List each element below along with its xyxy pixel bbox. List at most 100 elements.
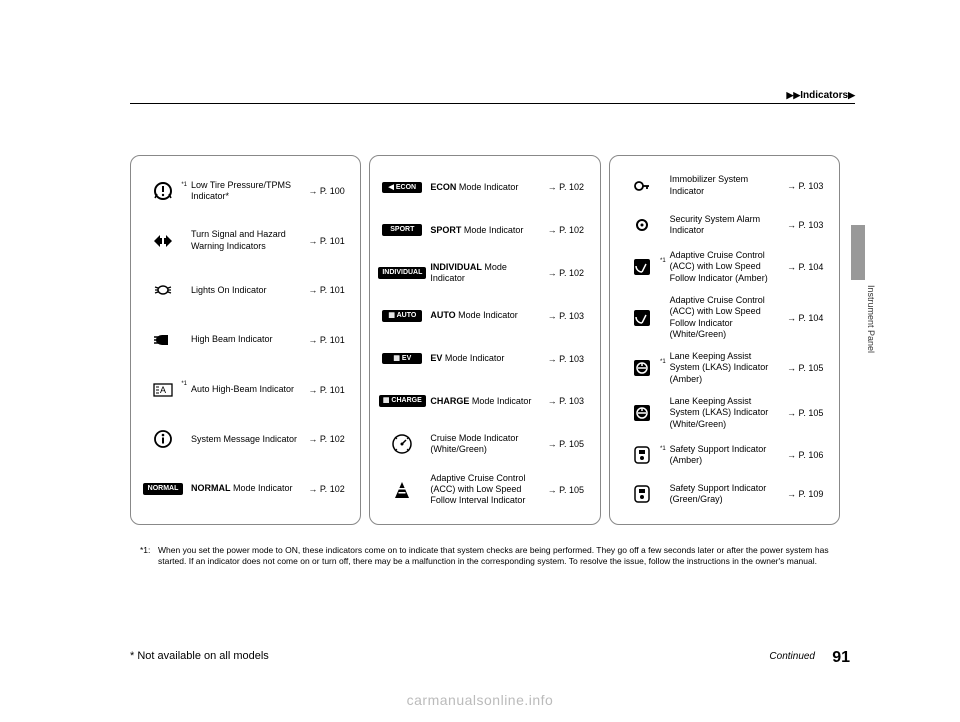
- interval-icon: [378, 479, 426, 501]
- indicator-row: NORMAL NORMAL Mode IndicatorP. 102: [139, 475, 352, 503]
- mode-badge: INDIVIDUAL: [378, 267, 426, 279]
- page-ref: P. 106: [787, 450, 831, 460]
- mode-badge: SPORT: [382, 224, 422, 236]
- indicator-row: High Beam IndicatorP. 101: [139, 326, 352, 354]
- indicator-label: Security System Alarm Indicator: [666, 214, 787, 237]
- acc-gauge-icon: [618, 307, 666, 329]
- page-ref: P. 102: [308, 434, 352, 444]
- page-ref: P. 104: [787, 262, 831, 272]
- auto-high-beam-icon: *1: [139, 379, 187, 401]
- page-ref: P. 101: [308, 236, 352, 246]
- mode-badge: ▦ CHARGE: [379, 395, 426, 407]
- indicator-label: ECON Mode Indicator: [426, 182, 547, 193]
- indicator-row: *1Adaptive Cruise Control (ACC) with Low…: [618, 250, 831, 284]
- indicator-row: Safety Support Indicator (Green/Gray)P. …: [618, 480, 831, 508]
- safety-support-icon: [618, 483, 666, 505]
- page-ref: P. 105: [548, 485, 592, 495]
- indicator-label: Lane Keeping Assist System (LKAS) Indica…: [666, 351, 787, 385]
- indicator-row: ▦ EV EV Mode IndicatorP. 103: [378, 345, 591, 373]
- indicator-row: Security System Alarm IndicatorP. 103: [618, 211, 831, 239]
- footnote-text: When you set the power mode to ON, these…: [158, 545, 840, 567]
- badge-icon: ▦ EV: [378, 353, 426, 365]
- indicator-row: Adaptive Cruise Control (ACC) with Low S…: [378, 473, 591, 507]
- page-ref: P. 103: [548, 396, 592, 406]
- page-number: 91: [832, 649, 850, 667]
- chevron-icon: ▶▶: [786, 90, 800, 100]
- indicator-label: Adaptive Cruise Control (ACC) with Low S…: [666, 295, 787, 340]
- indicator-row: ◀ ECONECON Mode IndicatorP. 102: [378, 173, 591, 201]
- indicator-label: High Beam Indicator: [187, 334, 308, 345]
- breadcrumb: Indicators: [800, 90, 848, 101]
- page-ref: P. 103: [548, 311, 592, 321]
- page-ref: P. 105: [548, 439, 592, 449]
- page-ref: P. 102: [308, 484, 352, 494]
- lkas-icon: *1: [618, 357, 666, 379]
- indicator-label: EV Mode Indicator: [426, 353, 547, 364]
- badge-icon: ▦ CHARGE: [378, 395, 426, 407]
- mode-badge: ▦ AUTO: [382, 310, 422, 322]
- security-icon: [618, 214, 666, 236]
- badge-icon: SPORT: [378, 224, 426, 236]
- page-ref: P. 102: [548, 225, 592, 235]
- footnote-sup: *1: [181, 182, 187, 188]
- immobilizer-icon: [618, 175, 666, 197]
- mode-badge: NORMAL: [143, 483, 183, 495]
- indicator-column: *1Low Tire Pressure/TPMS Indicator*P. 10…: [130, 155, 361, 525]
- badge-icon: NORMAL: [139, 483, 187, 495]
- indicator-row: Immobilizer System IndicatorP. 103: [618, 172, 831, 200]
- indicator-panels: *1Low Tire Pressure/TPMS Indicator*P. 10…: [130, 155, 840, 525]
- info-icon: [139, 428, 187, 450]
- indicator-label: Adaptive Cruise Control (ACC) with Low S…: [426, 473, 547, 507]
- page-ref: P. 101: [308, 285, 352, 295]
- indicator-label: AUTO Mode Indicator: [426, 310, 547, 321]
- footnote: *1: When you set the power mode to ON, t…: [140, 545, 840, 567]
- indicator-label: Immobilizer System Indicator: [666, 174, 787, 197]
- indicator-row: *1Auto High-Beam IndicatorP. 101: [139, 376, 352, 404]
- indicator-label: NORMAL Mode Indicator: [187, 483, 308, 494]
- indicator-row: Turn Signal and Hazard Warning Indicator…: [139, 227, 352, 255]
- indicator-label: Lights On Indicator: [187, 285, 308, 296]
- page-ref: P. 105: [787, 363, 831, 373]
- footnote-sup: *1: [660, 359, 666, 365]
- acc-gauge-icon: *1: [618, 256, 666, 278]
- badge-icon: INDIVIDUAL: [378, 267, 426, 279]
- indicator-row: ▦ AUTO AUTO Mode IndicatorP. 103: [378, 302, 591, 330]
- indicator-label: Auto High-Beam Indicator: [187, 384, 308, 395]
- indicator-row: Lights On IndicatorP. 101: [139, 276, 352, 304]
- mode-badge: ▦ EV: [382, 353, 422, 365]
- indicator-label: Low Tire Pressure/TPMS Indicator*: [187, 180, 308, 203]
- indicator-row: ▦ CHARGECHARGE Mode IndicatorP. 103: [378, 387, 591, 415]
- footnote-sup: *1: [660, 258, 666, 264]
- page-ref: P. 109: [787, 489, 831, 499]
- page-ref: P. 103: [548, 354, 592, 364]
- indicator-label: Cruise Mode Indicator (White/Green): [426, 433, 547, 456]
- high-beam-icon: [139, 329, 187, 351]
- chevron-icon: ▶: [848, 90, 855, 100]
- indicator-column: Immobilizer System IndicatorP. 103Securi…: [609, 155, 840, 525]
- continued-label: Continued: [769, 651, 815, 662]
- indicator-label: Lane Keeping Assist System (LKAS) Indica…: [666, 396, 787, 430]
- badge-icon: ◀ ECON: [378, 182, 426, 194]
- lights-on-icon: [139, 279, 187, 301]
- page-ref: P. 101: [308, 335, 352, 345]
- page-header: ▶▶Indicators▶: [130, 90, 855, 104]
- lkas-icon: [618, 402, 666, 424]
- indicator-row: *1Safety Support Indicator (Amber)P. 106: [618, 441, 831, 469]
- cruise-mode-icon: [378, 433, 426, 455]
- page-ref: P. 103: [787, 220, 831, 230]
- side-tab: [851, 225, 865, 280]
- page-ref: P. 103: [787, 181, 831, 191]
- footnote-marker: *1:: [140, 545, 158, 567]
- indicator-row: System Message IndicatorP. 102: [139, 425, 352, 453]
- indicator-row: SPORTSPORT Mode IndicatorP. 102: [378, 216, 591, 244]
- safety-support-icon: *1: [618, 444, 666, 466]
- page-ref: P. 101: [308, 385, 352, 395]
- indicator-label: Turn Signal and Hazard Warning Indicator…: [187, 229, 308, 252]
- footnote-sup: *1: [181, 381, 187, 387]
- indicator-row: *1Lane Keeping Assist System (LKAS) Indi…: [618, 351, 831, 385]
- indicator-row: Adaptive Cruise Control (ACC) with Low S…: [618, 295, 831, 340]
- indicator-label: INDIVIDUAL Mode Indicator: [426, 262, 547, 285]
- turn-signal-icon: [139, 230, 187, 252]
- indicator-row: Lane Keeping Assist System (LKAS) Indica…: [618, 396, 831, 430]
- indicator-label: Safety Support Indicator (Amber): [666, 444, 787, 467]
